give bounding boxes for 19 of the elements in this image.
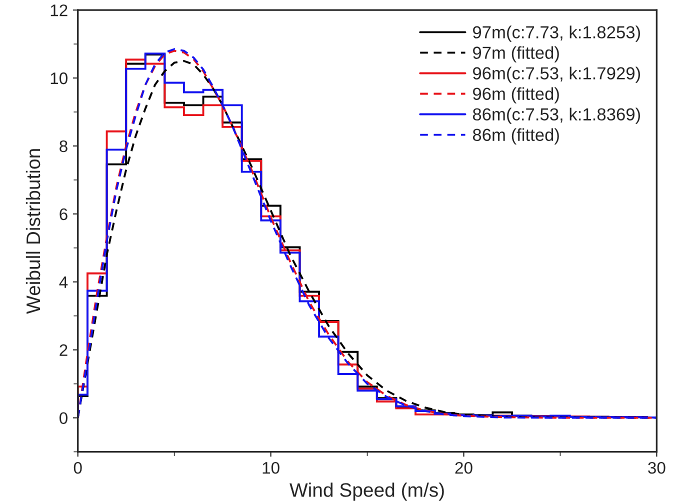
y-axis-title: Weibull Distribution xyxy=(26,149,40,314)
y-tick-label: 2 xyxy=(60,344,68,356)
x-tick-label: 0 xyxy=(74,462,82,474)
y-tick-label: 8 xyxy=(60,140,68,152)
y-tick-label: 10 xyxy=(50,72,68,84)
x-tick-label: 10 xyxy=(262,462,280,474)
legend-label: 86m (fitted) xyxy=(472,128,559,144)
y-tick-label: 0 xyxy=(60,412,68,424)
x-tick-label: 30 xyxy=(648,462,666,474)
legend-label: 96m (fitted) xyxy=(473,87,559,104)
legend-label: 97m (fitted) xyxy=(473,46,559,62)
x-tick-label: 20 xyxy=(455,462,472,474)
y-tick-label: 12 xyxy=(50,4,68,16)
legend-label: 96m(c:7.53, k:1.7929) xyxy=(473,66,640,83)
y-tick-label: 6 xyxy=(60,208,68,220)
legend-label: 97m(c:7.73, k:1.8253) xyxy=(473,26,640,42)
legend-label: 86m(c:7.53, k:1.8369) xyxy=(472,108,640,124)
x-axis-title: Wind Speed (m/s) xyxy=(290,482,444,501)
y-tick-label: 4 xyxy=(59,276,68,288)
